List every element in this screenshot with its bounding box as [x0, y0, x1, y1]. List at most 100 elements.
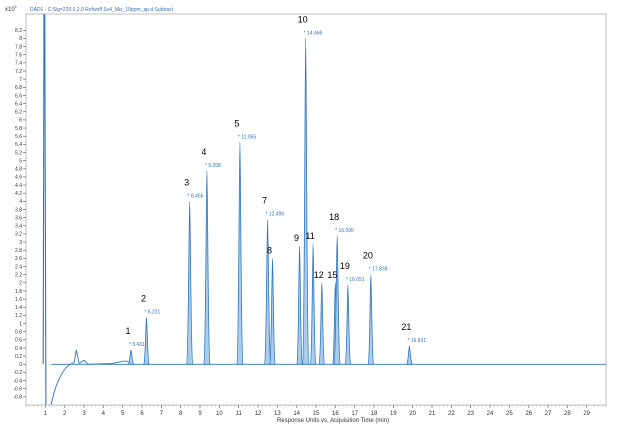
- x-tick-label: 6: [140, 411, 144, 417]
- peak-rt-label-20: * 17.838: [369, 267, 388, 273]
- y-tick-label: 6: [19, 118, 22, 124]
- y-tick-label: -0.4: [13, 378, 22, 384]
- y-tick-label: 4.4: [15, 183, 22, 189]
- peak-20: [367, 274, 375, 365]
- y-tick-label: 2.4: [15, 264, 22, 270]
- peak-19: [344, 284, 352, 365]
- x-tick-label: 13: [274, 411, 281, 417]
- peak-8: [268, 257, 277, 365]
- peak-number-15: 15: [327, 270, 337, 280]
- y-tick-label: 7: [19, 77, 22, 83]
- peak-number-8: 8: [267, 245, 272, 255]
- y-tick-label: 7.8: [15, 44, 22, 50]
- peak-rt-label-19: * 16.651: [346, 277, 365, 283]
- x-tick-label: 7: [160, 411, 164, 417]
- y-tick-label: 5.2: [15, 150, 22, 156]
- x-tick-label: 25: [506, 411, 513, 417]
- peak-10: [301, 37, 310, 365]
- peak-number-9: 9: [294, 233, 299, 243]
- x-tick-label: 24: [487, 411, 494, 417]
- x-tick-label: 17: [351, 411, 358, 417]
- peak-9: [296, 245, 304, 365]
- y-tick-label: 0.2: [15, 354, 22, 360]
- y-tick-label: 0.4: [15, 346, 22, 352]
- peak-rt-label-10: * 14.466: [304, 30, 323, 36]
- y-tick-label: 3: [19, 240, 22, 246]
- y-tick-label: 6.2: [15, 110, 22, 116]
- x-tick-label: 19: [390, 411, 397, 417]
- y-tick-label: 7.4: [15, 61, 22, 67]
- peak-number-20: 20: [363, 251, 373, 261]
- peak-rt-label-18: * 16.095: [335, 228, 354, 234]
- x-tick-label: 29: [583, 411, 590, 417]
- peak-rt-label-2: * 6.231: [144, 309, 160, 315]
- peak-7: [263, 219, 272, 365]
- peak-1: [127, 349, 135, 365]
- y-tick-label: 4.2: [15, 191, 22, 197]
- chart-title: DAD1 - C:Sig=220.0,2.0 Refwoff Sv4_Mix_1…: [30, 7, 174, 13]
- x-tick-label: 14: [293, 411, 300, 417]
- x-tick-label: 5: [121, 411, 125, 417]
- x-tick-label: 26: [525, 411, 532, 417]
- y-tick-label: 1.4: [15, 305, 22, 311]
- y-tick-label: 6.8: [15, 85, 22, 91]
- peak-number-12: 12: [314, 270, 324, 280]
- peak-number-11: 11: [305, 231, 314, 241]
- y-tick-label: 3.6: [15, 215, 22, 221]
- peak-3: [185, 200, 194, 365]
- y-tick-label: 0: [19, 362, 22, 368]
- peaks: 1 * 5.431 2 * 6.231 3 * 8.466 4 * 9.358 5 * 11.06…: [125, 14, 426, 348]
- plot-frame: [25, 13, 607, 406]
- peak-rt-label-5: * 11.065: [238, 134, 256, 140]
- peak-5: [235, 141, 244, 365]
- x-tick-label: 3: [82, 411, 86, 417]
- y-tick-label: 8.2: [15, 28, 22, 34]
- x-tick-label: 22: [448, 411, 455, 417]
- y-tick-label: 3.8: [15, 207, 22, 213]
- peak-number-21: 21: [401, 322, 411, 332]
- x-tick-label: 4: [102, 411, 106, 417]
- peak-number-5: 5: [234, 118, 239, 128]
- peak-number-19: 19: [340, 261, 350, 271]
- y-tick-label: -0.2: [13, 370, 22, 376]
- x-tick-label: 28: [564, 411, 571, 417]
- y-tick-label: 2.6: [15, 256, 22, 262]
- y-tick-label: 5.8: [15, 126, 22, 132]
- peak-rt-label-4: * 9.358: [205, 163, 221, 169]
- x-tick-label: 18: [371, 411, 378, 417]
- axes: -0.8 -0.6 -0.4 -0.2 0 0.2 0.4 0.6 0.8 1 1.2 1.4 1.6 1…: [13, 13, 607, 417]
- y-tick-label: 6.6: [15, 93, 22, 99]
- peak-number-3: 3: [184, 177, 189, 187]
- y-tick-label: 4.8: [15, 167, 22, 173]
- y-tick-label: 0.8: [15, 329, 22, 335]
- peak-number-1: 1: [125, 326, 130, 336]
- x-tick-label: 9: [198, 411, 202, 417]
- y-tick-label: 1.2: [15, 313, 22, 319]
- y-tick-label: -0.8: [13, 395, 22, 401]
- peak-number-2: 2: [141, 293, 146, 303]
- peak-21: [405, 345, 413, 365]
- y-tick-label: 3.4: [15, 224, 22, 230]
- x-tick-label: 21: [429, 411, 436, 417]
- x-tick-label: 2: [63, 411, 67, 417]
- y-tick-label: 2: [19, 281, 22, 287]
- injection-peak: [42, 13, 47, 406]
- y-tick-label: 8: [19, 36, 22, 42]
- y-tick-label: 5.6: [15, 134, 22, 140]
- y-tick-label: 1.6: [15, 297, 22, 303]
- x-tick-label: 23: [467, 411, 474, 417]
- x-tick-label: 16: [332, 411, 339, 417]
- y-tick-label: 6.4: [15, 101, 22, 107]
- y-tick-label: -0.6: [13, 387, 22, 393]
- peak-number-7: 7: [262, 196, 267, 206]
- y-tick-label: 1: [19, 321, 22, 327]
- x-tick-label: 1: [44, 411, 48, 417]
- y-tick-label: 7.6: [15, 53, 22, 59]
- peak-rt-label-7: * 12.496: [266, 212, 285, 218]
- y-tick-label: 5: [19, 158, 22, 164]
- peak-11: [309, 243, 317, 365]
- y-tick-label: 0.6: [15, 338, 22, 344]
- y-tick-label: 3.2: [15, 232, 22, 238]
